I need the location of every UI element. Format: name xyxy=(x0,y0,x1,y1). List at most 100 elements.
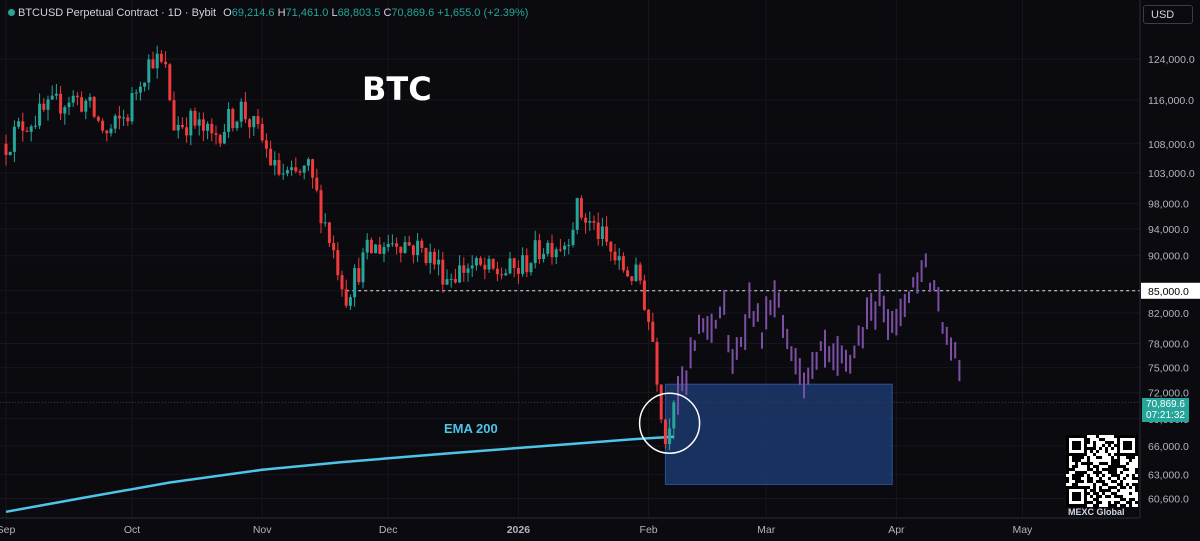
qr-module xyxy=(1129,492,1132,495)
candle-body xyxy=(206,123,210,131)
candle-body xyxy=(479,258,483,265)
candle-body xyxy=(88,97,92,101)
qr-module xyxy=(1123,486,1126,489)
qr-module xyxy=(1132,456,1135,459)
qr-module xyxy=(1075,480,1078,483)
candle-up xyxy=(54,83,58,100)
candle-body xyxy=(500,274,504,276)
candle-down xyxy=(420,238,424,253)
candle-up xyxy=(588,211,592,231)
candle-body xyxy=(71,95,75,103)
level-label-text: 85,000.0 xyxy=(1148,286,1189,298)
qr-module xyxy=(1093,498,1096,501)
qr-module xyxy=(1093,489,1096,492)
candle-down xyxy=(105,129,109,142)
qr-module xyxy=(1111,459,1114,462)
qr-module xyxy=(1087,474,1090,477)
qr-module xyxy=(1117,495,1120,498)
qr-module xyxy=(1102,462,1105,465)
qr-module xyxy=(1093,447,1096,450)
candle-up xyxy=(109,124,113,137)
candle-body xyxy=(630,276,634,281)
time-tick-label: Nov xyxy=(253,524,272,536)
candle-body xyxy=(46,99,50,110)
qr-module xyxy=(1102,480,1105,483)
support-zone-rect xyxy=(664,383,893,485)
candle-down xyxy=(25,126,29,133)
candle-body xyxy=(399,246,403,253)
qr-module xyxy=(1114,444,1117,447)
qr-module xyxy=(1114,501,1117,504)
candle-body xyxy=(575,198,579,230)
qr-module xyxy=(1105,462,1108,465)
candle-up xyxy=(222,123,226,145)
candle-body xyxy=(546,242,550,254)
candle-down xyxy=(193,107,197,129)
qr-module xyxy=(1132,498,1135,501)
candle-up xyxy=(8,151,12,156)
qr-module xyxy=(1120,498,1123,501)
candle-body xyxy=(332,242,336,251)
qr-module xyxy=(1120,465,1123,468)
price-axis[interactable]: 60,600.063,000.066,000.069,000.072,000.0… xyxy=(1141,54,1200,505)
candle-body xyxy=(651,321,655,342)
candle-down xyxy=(516,260,520,285)
candle-body xyxy=(453,278,457,283)
candle-up xyxy=(227,102,231,138)
candle-up xyxy=(508,252,512,275)
qr-module xyxy=(1093,492,1096,495)
time-axis[interactable]: Sep Oct Nov Dec 2026 Feb Mar Apr May xyxy=(0,524,1033,536)
qr-module xyxy=(1108,441,1111,444)
qr-module xyxy=(1108,486,1111,489)
qr-module xyxy=(1072,477,1075,480)
candle-up xyxy=(17,117,21,129)
candle-up xyxy=(445,269,449,286)
qr-module xyxy=(1108,453,1111,456)
qr-module xyxy=(1108,444,1111,447)
candle-down xyxy=(80,91,84,113)
qr-module xyxy=(1129,486,1132,489)
candle-up xyxy=(273,151,277,176)
candle-body xyxy=(558,249,562,251)
candle-body xyxy=(176,124,180,131)
candle-down xyxy=(117,106,121,130)
qr-module xyxy=(1132,483,1135,486)
qr-module xyxy=(1117,483,1120,486)
candle-body xyxy=(75,95,79,98)
qr-module xyxy=(1090,477,1093,480)
qr-module xyxy=(1105,483,1108,486)
qr-module xyxy=(1087,468,1090,471)
qr-module xyxy=(1120,504,1123,507)
candle-body xyxy=(252,116,256,128)
candle-body xyxy=(462,265,466,273)
candle-body xyxy=(281,173,285,175)
candle-body xyxy=(495,268,499,275)
qr-module xyxy=(1066,471,1069,474)
qr-module xyxy=(1114,495,1117,498)
candle-body xyxy=(277,160,281,175)
candle-up xyxy=(12,120,16,163)
candle-body xyxy=(609,241,613,252)
candle-body xyxy=(554,249,558,258)
low-value: 68,803.5 xyxy=(337,7,381,19)
candle-down xyxy=(537,233,541,264)
qr-module xyxy=(1135,468,1138,471)
candle-down xyxy=(336,242,340,281)
highlight-circle xyxy=(638,392,701,454)
candle-body xyxy=(348,297,352,306)
candle-up xyxy=(554,247,558,264)
qr-module xyxy=(1111,486,1114,489)
candle-body xyxy=(147,59,151,83)
candle-down xyxy=(201,112,205,142)
candle-body xyxy=(369,239,373,254)
qr-module xyxy=(1072,468,1075,471)
candle-body xyxy=(218,135,222,144)
candle-body xyxy=(466,268,470,273)
qr-module xyxy=(1123,477,1126,480)
qr-module xyxy=(1093,444,1096,447)
qr-module xyxy=(1099,462,1102,465)
currency-button[interactable]: USD xyxy=(1143,5,1193,24)
qr-module xyxy=(1090,468,1093,471)
qr-module xyxy=(1096,468,1099,471)
